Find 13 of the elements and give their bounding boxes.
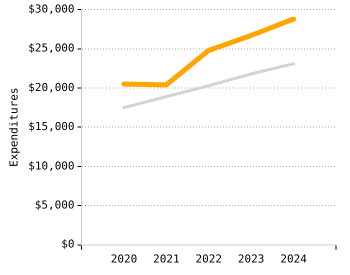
y-axis-title: Expenditures: [7, 87, 20, 167]
y-tick-label: $5,000: [34, 198, 75, 212]
x-tick-label: 2023: [238, 252, 264, 266]
y-tick-label: $20,000: [28, 80, 75, 94]
x-tick-label: 2020: [110, 252, 138, 266]
y-tick-label: $25,000: [28, 42, 75, 55]
x-tick-label: 2021: [153, 252, 180, 266]
x-tick-label: 2024: [280, 252, 308, 266]
x-tick-label: 2022: [196, 252, 222, 266]
y-tick-label: $10,000: [28, 159, 75, 172]
y-tick-label: $0: [61, 238, 75, 251]
y-tick-label: $30,000: [28, 2, 75, 16]
y-tick-label: $15,000: [28, 120, 75, 134]
